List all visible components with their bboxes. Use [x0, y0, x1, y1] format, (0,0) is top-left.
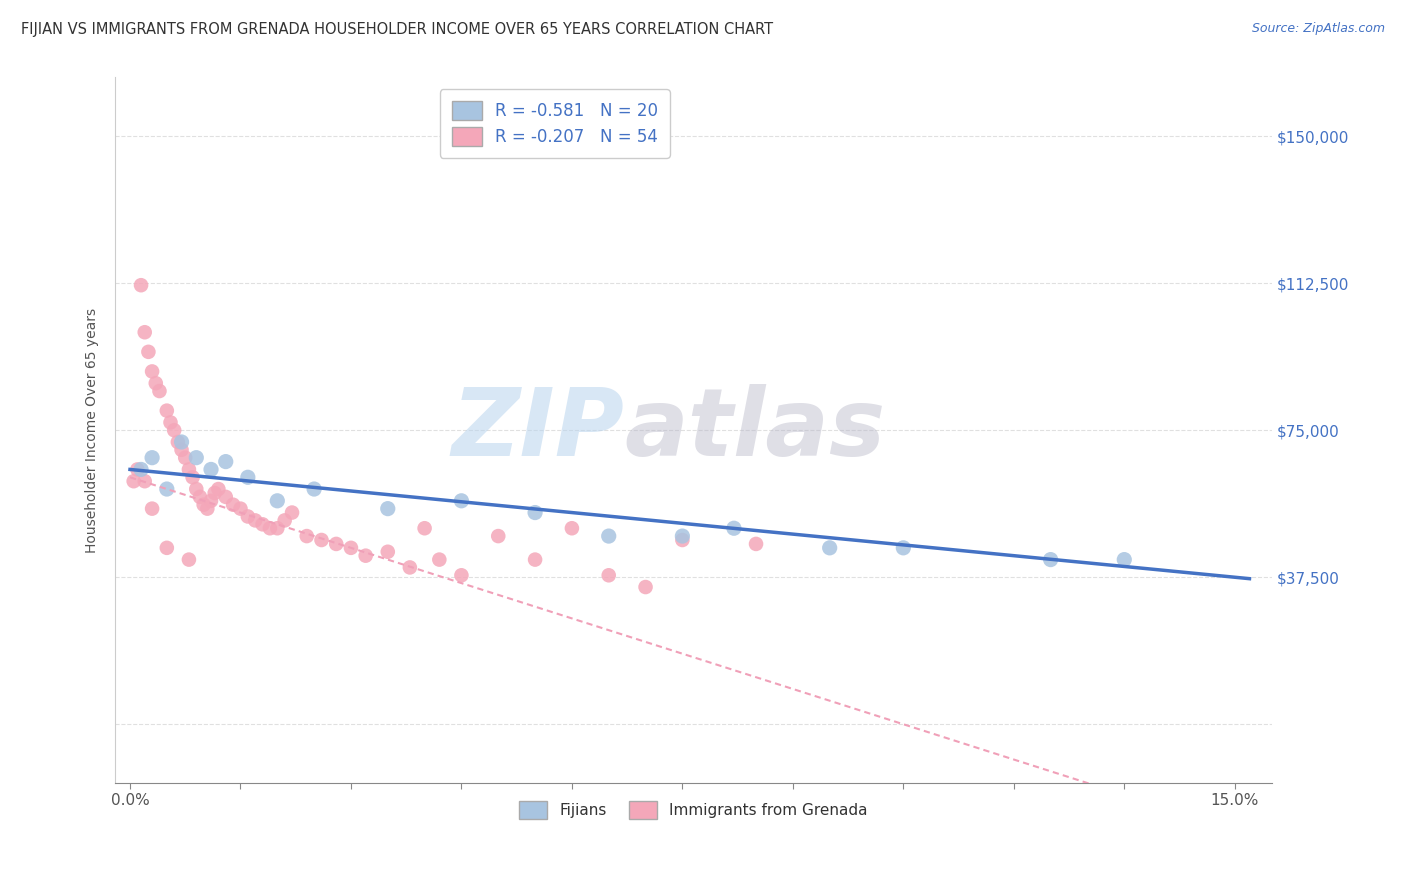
- Point: [177, 552, 200, 566]
- Point: [891, 541, 914, 555]
- Point: [222, 498, 245, 512]
- Point: [188, 490, 211, 504]
- Point: [561, 521, 583, 535]
- Point: [377, 501, 399, 516]
- Point: [177, 462, 200, 476]
- Point: [413, 521, 436, 535]
- Point: [193, 498, 215, 512]
- Point: [745, 537, 768, 551]
- Point: [156, 541, 179, 555]
- Point: [167, 435, 190, 450]
- Point: [281, 506, 304, 520]
- Text: FIJIAN VS IMMIGRANTS FROM GRENADA HOUSEHOLDER INCOME OVER 65 YEARS CORRELATION C: FIJIAN VS IMMIGRANTS FROM GRENADA HOUSEH…: [21, 22, 773, 37]
- Y-axis label: Householder Income Over 65 years: Householder Income Over 65 years: [86, 308, 100, 553]
- Point: [671, 533, 693, 547]
- Point: [215, 490, 238, 504]
- Point: [174, 450, 197, 465]
- Point: [163, 423, 186, 437]
- Point: [159, 416, 181, 430]
- Point: [207, 482, 229, 496]
- Point: [170, 435, 193, 450]
- Point: [127, 462, 149, 476]
- Point: [354, 549, 377, 563]
- Point: [723, 521, 745, 535]
- Point: [129, 462, 152, 476]
- Point: [302, 482, 325, 496]
- Point: [311, 533, 333, 547]
- Point: [427, 552, 450, 566]
- Point: [266, 521, 288, 535]
- Point: [399, 560, 422, 574]
- Point: [145, 376, 167, 391]
- Point: [134, 474, 156, 488]
- Text: Source: ZipAtlas.com: Source: ZipAtlas.com: [1251, 22, 1385, 36]
- Point: [200, 493, 222, 508]
- Point: [340, 541, 363, 555]
- Point: [141, 501, 163, 516]
- Point: [450, 568, 472, 582]
- Point: [186, 450, 208, 465]
- Point: [156, 482, 179, 496]
- Point: [325, 537, 347, 551]
- Point: [181, 470, 204, 484]
- Point: [204, 486, 226, 500]
- Point: [138, 344, 160, 359]
- Point: [1039, 552, 1062, 566]
- Point: [148, 384, 170, 398]
- Point: [200, 462, 222, 476]
- Legend: Fijians, Immigrants from Grenada: Fijians, Immigrants from Grenada: [513, 795, 873, 825]
- Point: [129, 278, 152, 293]
- Point: [671, 529, 693, 543]
- Point: [122, 474, 145, 488]
- Point: [486, 529, 509, 543]
- Point: [245, 513, 267, 527]
- Point: [634, 580, 657, 594]
- Point: [195, 501, 218, 516]
- Point: [524, 552, 547, 566]
- Point: [141, 450, 163, 465]
- Point: [450, 493, 472, 508]
- Point: [170, 442, 193, 457]
- Point: [266, 493, 288, 508]
- Point: [598, 529, 620, 543]
- Point: [295, 529, 318, 543]
- Point: [186, 482, 208, 496]
- Point: [215, 454, 238, 468]
- Point: [236, 470, 259, 484]
- Point: [524, 506, 547, 520]
- Point: [141, 364, 163, 378]
- Point: [236, 509, 259, 524]
- Point: [818, 541, 841, 555]
- Point: [259, 521, 281, 535]
- Point: [252, 517, 274, 532]
- Text: ZIP: ZIP: [451, 384, 624, 476]
- Point: [156, 403, 179, 417]
- Point: [273, 513, 295, 527]
- Point: [1114, 552, 1136, 566]
- Point: [229, 501, 252, 516]
- Point: [134, 325, 156, 339]
- Text: atlas: atlas: [624, 384, 886, 476]
- Point: [377, 545, 399, 559]
- Point: [598, 568, 620, 582]
